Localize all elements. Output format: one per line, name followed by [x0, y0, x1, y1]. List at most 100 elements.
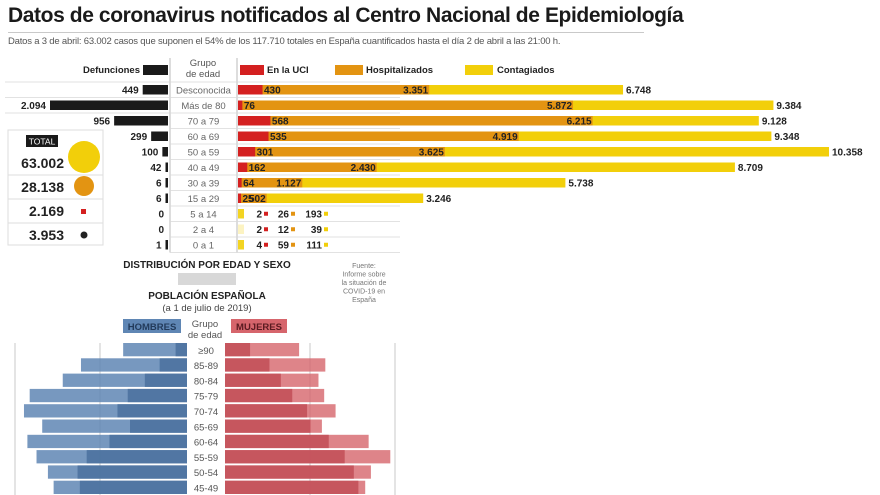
pyramid-group-header-line2: de edad — [188, 330, 222, 341]
age-group-label: 70 a 79 — [188, 116, 220, 127]
icu-value-label: 535 — [270, 132, 287, 143]
icu-marker — [264, 227, 268, 232]
infected-marker — [324, 242, 328, 247]
source-note-line: la situación de — [342, 280, 387, 287]
pyramid-group-header-line1: Grupo — [192, 319, 218, 330]
infected-value-label: 9.384 — [776, 101, 801, 112]
deaths-bar — [165, 178, 168, 188]
women-cases-bar — [225, 373, 281, 387]
hospitalized-bar — [238, 162, 377, 172]
total-value: 28.138 — [21, 179, 64, 195]
legend-hospital-swatch — [335, 65, 363, 75]
page-subtitle: Datos a 3 de abril: 63.002 casos que sup… — [8, 36, 561, 47]
women-cases-bar — [225, 434, 329, 449]
hospitalized-value-label: 4.919 — [493, 132, 518, 143]
source-note-line: España — [352, 297, 376, 304]
hospitalized-bar — [238, 116, 593, 126]
men-cases-bar — [86, 450, 187, 464]
women-cases-bar — [225, 358, 270, 372]
deaths-bar — [162, 147, 168, 157]
icu-value-label: 2 — [256, 225, 262, 236]
black-circle-icon — [80, 231, 88, 239]
hospitalized-value-label: 502 — [249, 194, 266, 205]
totals-box — [7, 129, 104, 246]
men-cases-bar — [117, 404, 187, 418]
icu-value-label: 25 — [243, 194, 255, 205]
icu-bar — [238, 147, 256, 157]
pyramid-age-label: 50-54 — [194, 468, 218, 479]
infected-bar — [238, 85, 624, 95]
infected-bar — [238, 240, 244, 250]
hospitalized-value-label: 3.625 — [419, 147, 444, 158]
deaths-value-label: 6 — [156, 194, 162, 205]
deaths-value-label: 956 — [93, 116, 110, 127]
icu-value-label: 568 — [272, 116, 289, 127]
men-cases-bar — [77, 465, 187, 479]
pyramid-age-label: ≥90 — [198, 346, 214, 357]
hospitalized-value-label: 3.351 — [403, 85, 428, 96]
infected-value-label: 3.246 — [426, 194, 451, 205]
age-group-label: 30 a 39 — [188, 178, 220, 189]
pyramid-age-label: 60-64 — [194, 438, 218, 449]
age-group-label: 50 a 59 — [188, 147, 220, 158]
women-legend-badge — [231, 319, 287, 333]
deaths-value-label: 42 — [150, 163, 162, 174]
infected-value-label: 8.709 — [738, 163, 763, 174]
women-legend-label: MUJERES — [236, 322, 282, 333]
deaths-value-label: 449 — [122, 85, 139, 96]
deaths-value-label: 299 — [130, 132, 147, 143]
deaths-bar — [142, 85, 168, 95]
hospitalized-value-label: 12 — [278, 225, 290, 236]
women-cases-bar — [225, 388, 293, 403]
legend-icu-label: En la UCI — [267, 65, 309, 76]
total-value: 2.169 — [29, 203, 64, 219]
total-badge-label: TOTAL — [29, 137, 56, 147]
deaths-value-label: 0 — [158, 225, 164, 236]
hospitalized-bar — [238, 131, 519, 141]
total-value: 63.002 — [21, 155, 64, 171]
infected-bar — [238, 178, 566, 188]
women-cases-bar — [225, 465, 354, 479]
infected-value-label: 9.348 — [774, 132, 799, 143]
deaths-value-label: 1 — [156, 240, 162, 251]
hospitalized-value-label: 26 — [278, 209, 290, 220]
pyramid-age-label: 45-49 — [194, 484, 218, 495]
infected-value-label: 10.358 — [832, 147, 863, 158]
icu-marker — [264, 211, 268, 216]
yellow-circle-icon — [68, 141, 100, 173]
hospital-marker — [291, 242, 295, 247]
deaths-value-label: 2.094 — [21, 101, 46, 112]
hospitalized-bar — [238, 100, 574, 110]
source-note-line: Informe sobre — [342, 272, 385, 279]
icu-bar — [238, 100, 243, 110]
hospitalized-value-label: 59 — [278, 240, 290, 251]
orange-circle-icon — [74, 176, 94, 196]
men-cases-bar — [144, 373, 187, 387]
deaths-value-label: 100 — [142, 147, 159, 158]
legend-deaths-swatch — [143, 65, 168, 75]
icu-bar — [238, 85, 263, 95]
pyramid-subtitle-date: (a 1 de julio de 2019) — [162, 303, 251, 314]
infected-bar — [238, 147, 829, 157]
men-cases-bar — [109, 434, 187, 449]
women-cases-bar — [225, 480, 359, 494]
infected-bar — [238, 162, 735, 172]
icu-value-label: 4 — [256, 240, 262, 251]
age-group-label: 0 a 1 — [193, 240, 214, 251]
infected-value-label: 6.748 — [626, 85, 651, 96]
pyramid-age-label: 85-89 — [194, 361, 218, 372]
icu-value-label: 430 — [264, 85, 281, 96]
hospitalized-value-label: 6.215 — [567, 116, 592, 127]
page-title: Datos de coronavirus notificados al Cent… — [8, 4, 684, 27]
source-note-line: COVID-19 en — [343, 289, 385, 296]
men-legend-label: HOMBRES — [128, 322, 177, 333]
pyramid-title: DISTRIBUCIÓN POR EDAD Y SEXO — [123, 258, 291, 271]
icu-value-label: 2 — [256, 209, 262, 220]
hospital-marker — [291, 211, 295, 216]
infected-marker — [324, 227, 328, 232]
deaths-bar — [165, 193, 168, 203]
infected-value-label: 39 — [311, 225, 323, 236]
age-group-label: 2 a 4 — [193, 225, 214, 236]
pyramid-age-label: 55-59 — [194, 453, 218, 464]
deaths-bar — [165, 240, 168, 250]
